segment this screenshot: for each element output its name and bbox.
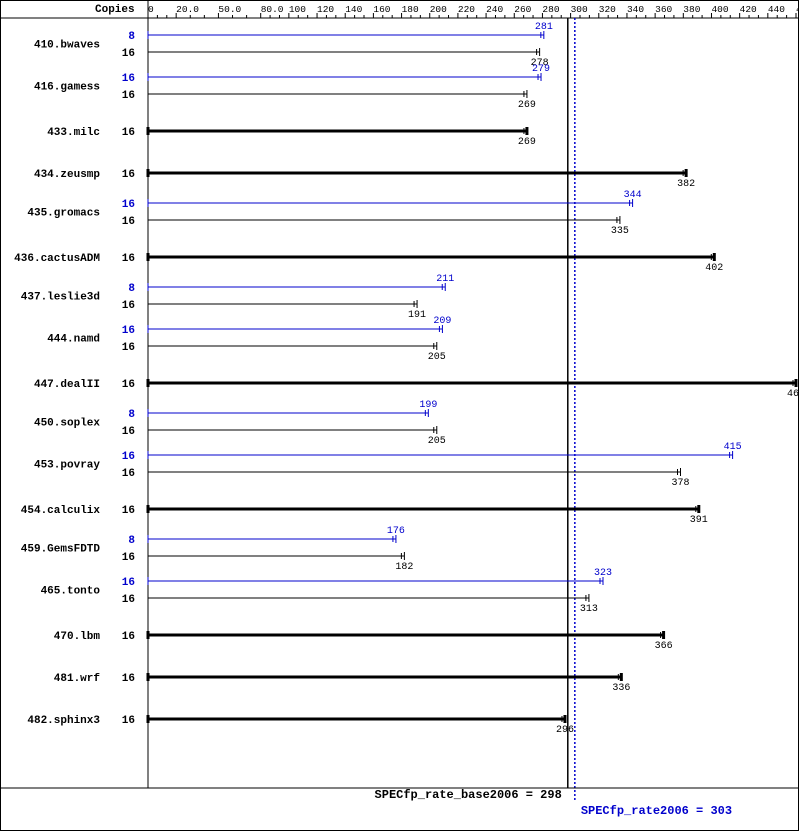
value-label-base: 191 [408, 310, 426, 321]
outer-border [1, 1, 799, 831]
copies-peak: 16 [122, 451, 135, 463]
benchmark-name: 450.soplex [34, 418, 100, 430]
axis-tick-label: 340 [627, 4, 644, 15]
benchmark-name: 470.lbm [54, 631, 101, 643]
value-label-peak: 281 [535, 22, 553, 33]
value-label-peak: 415 [724, 442, 742, 453]
benchmark-name: 416.gamess [34, 82, 100, 94]
benchmark-name: 481.wrf [54, 673, 101, 685]
copies-base: 16 [122, 169, 135, 181]
axis-tick-label: 140 [345, 4, 362, 15]
copies-base: 16 [122, 127, 135, 139]
axis-tick-label: 240 [486, 4, 503, 15]
copies-peak: 16 [122, 577, 135, 589]
value-label-base: 269 [518, 137, 536, 148]
value-label-base: 382 [677, 179, 695, 190]
copies-base: 16 [122, 379, 135, 391]
value-label-base: 335 [611, 226, 629, 237]
value-label-peak: 176 [387, 526, 405, 537]
benchmark-name: 482.sphinx3 [27, 715, 100, 727]
copies-peak: 16 [122, 199, 135, 211]
copies-peak: 8 [128, 31, 135, 43]
axis-tick-label: 0 [148, 4, 154, 15]
value-label-base: 336 [612, 683, 630, 694]
copies-base: 16 [122, 468, 135, 480]
spec-rate-chart: Copies 0 20.0 50.0 80.0 100 120 140 160 180 200 220… [0, 0, 799, 831]
value-label-peak: 209 [433, 316, 451, 327]
value-label-base: 391 [690, 515, 708, 526]
axis-tick-label: 440 [768, 4, 785, 15]
copies-base: 16 [122, 715, 135, 727]
benchmark-name: 410.bwaves [34, 40, 100, 52]
copies-base: 16 [122, 594, 135, 606]
axis-tick-label: 320 [599, 4, 616, 15]
benchmark-name: 436.cactusADM [14, 253, 100, 265]
benchmark-name: 444.namd [47, 334, 100, 346]
benchmark-name: 447.dealII [34, 379, 100, 391]
value-label-base: 366 [655, 641, 673, 652]
axis-tick-label: 50.0 [218, 4, 241, 15]
copies-base: 16 [122, 552, 135, 564]
summary-peak: SPECfp_rate2006 = 303 [581, 804, 732, 818]
copies-base: 16 [122, 300, 135, 312]
benchmark-name: 433.milc [47, 127, 100, 139]
copies-peak: 16 [122, 73, 135, 85]
copies-base: 16 [122, 48, 135, 60]
value-label-base: 402 [705, 263, 723, 274]
value-label-base: 269 [518, 100, 536, 111]
value-label-base: 205 [428, 352, 446, 363]
axis-tick-label: 160 [373, 4, 390, 15]
copies-peak: 8 [128, 409, 135, 421]
benchmark-name: 454.calculix [21, 505, 101, 517]
summary-base: SPECfp_rate_base2006 = 298 [375, 788, 562, 802]
benchmark-name: 453.povray [34, 460, 100, 472]
value-label-peak: 211 [436, 274, 454, 285]
axis-tick-label: 280 [542, 4, 559, 15]
axis-tick-label: 360 [655, 4, 672, 15]
axis-tick-label: 300 [571, 4, 588, 15]
copies-base: 16 [122, 631, 135, 643]
benchmark-name: 437.leslie3d [21, 292, 100, 304]
copies-base: 16 [122, 253, 135, 265]
axis-tick-label: 220 [458, 4, 475, 15]
value-label-base: 296 [556, 725, 574, 736]
axis-tick-label: 380 [683, 4, 700, 15]
value-label-peak: 279 [532, 64, 550, 75]
copies-base: 16 [122, 673, 135, 685]
value-label-peak: 199 [419, 400, 437, 411]
copies-base: 16 [122, 505, 135, 517]
value-label-base: 313 [580, 604, 598, 615]
axis-tick-label: 420 [740, 4, 757, 15]
benchmark-name: 459.GemsFDTD [21, 544, 101, 556]
value-label-base: 378 [671, 478, 689, 489]
axis-tick-label: 20.0 [176, 4, 199, 15]
copies-base: 16 [122, 426, 135, 438]
value-label-peak: 323 [594, 568, 612, 579]
axis-tick-label: 200 [430, 4, 447, 15]
axis-tick-label: 100 [289, 4, 306, 15]
value-label-base: 205 [428, 436, 446, 447]
value-label-peak: 344 [624, 190, 642, 201]
axis-tick-label: 180 [402, 4, 419, 15]
copies-peak: 8 [128, 283, 135, 295]
axis-tick-label: 80.0 [261, 4, 284, 15]
copies-base: 16 [122, 90, 135, 102]
copies-base: 16 [122, 216, 135, 228]
benchmark-name: 434.zeusmp [34, 169, 100, 181]
copies-header: Copies [95, 4, 135, 16]
axis-tick-label: 120 [317, 4, 334, 15]
value-label-base: 460 [787, 389, 799, 400]
copies-peak: 16 [122, 325, 135, 337]
copies-base: 16 [122, 342, 135, 354]
value-label-base: 182 [395, 562, 413, 573]
axis-tick-label: 400 [711, 4, 728, 15]
copies-peak: 8 [128, 535, 135, 547]
chart-svg: Copies 0 20.0 50.0 80.0 100 120 140 160 180 200 220… [0, 0, 799, 831]
axis-tick-label: 260 [514, 4, 531, 15]
benchmark-name: 465.tonto [41, 586, 101, 598]
benchmark-name: 435.gromacs [27, 208, 100, 220]
